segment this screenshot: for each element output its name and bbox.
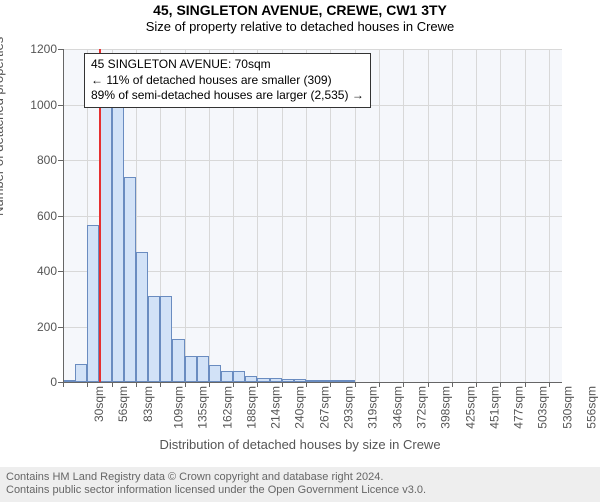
histogram-bar	[197, 356, 209, 382]
y-tick-label: 400	[37, 264, 63, 278]
x-tick-label: 109sqm	[172, 386, 186, 429]
x-tick-label: 477sqm	[512, 386, 526, 429]
grid-line	[452, 49, 453, 382]
x-tick-label: 83sqm	[141, 386, 155, 422]
histogram-bar	[172, 339, 184, 382]
x-tick-label: 135sqm	[196, 386, 210, 429]
histogram-bar	[160, 296, 172, 382]
x-tick-label: 188sqm	[245, 386, 259, 429]
chart-subtitle: Size of property relative to detached ho…	[0, 19, 600, 34]
y-tick-label: 1000	[30, 98, 63, 112]
y-tick-label: 800	[37, 153, 63, 167]
histogram-bar	[136, 252, 148, 382]
histogram-bar	[87, 225, 99, 382]
x-tick-label: 214sqm	[269, 386, 283, 429]
x-axis-line	[63, 382, 562, 383]
x-tick-label: 451sqm	[488, 386, 502, 429]
x-tick-label: 319sqm	[366, 386, 380, 429]
y-tick-label: 0	[50, 375, 63, 389]
info-line-2: ← 11% of detached houses are smaller (30…	[91, 73, 364, 89]
x-tick-label: 398sqm	[439, 386, 453, 429]
y-tick-label: 600	[37, 209, 63, 223]
y-tick-label: 200	[37, 320, 63, 334]
grid-line	[476, 49, 477, 382]
grid-line	[63, 160, 562, 161]
grid-line	[63, 216, 562, 217]
x-tick-label: 425sqm	[464, 386, 478, 429]
x-tick-label: 267sqm	[318, 386, 332, 429]
histogram-bar	[233, 371, 245, 382]
histogram-bar	[75, 364, 87, 382]
footer-line-1: Contains HM Land Registry data © Crown c…	[6, 471, 594, 485]
attribution-footer: Contains HM Land Registry data © Crown c…	[0, 467, 600, 502]
info-line-1: 45 SINGLETON AVENUE: 70sqm	[91, 57, 364, 73]
x-tick-label: 162sqm	[221, 386, 235, 429]
x-tick-label: 372sqm	[415, 386, 429, 429]
x-axis-label: Distribution of detached houses by size …	[0, 437, 600, 452]
grid-line	[500, 49, 501, 382]
histogram-bar	[185, 356, 197, 382]
footer-line-2: Contains public sector information licen…	[6, 484, 594, 498]
grid-line	[63, 49, 562, 50]
grid-line	[403, 49, 404, 382]
x-tick-label: 240sqm	[293, 386, 307, 429]
x-tick-label: 30sqm	[92, 386, 106, 422]
info-box: 45 SINGLETON AVENUE: 70sqm ← 11% of deta…	[84, 53, 371, 108]
histogram-bar	[209, 365, 221, 382]
grid-line	[525, 49, 526, 382]
histogram-bar	[112, 102, 124, 382]
y-axis-label: Number of detached properties	[0, 36, 6, 215]
histogram-bar	[99, 88, 111, 382]
chart-container: 45, SINGLETON AVENUE, CREWE, CW1 3TY Siz…	[0, 2, 600, 502]
x-tick-label: 346sqm	[391, 386, 405, 429]
grid-line	[428, 49, 429, 382]
info-line-3: 89% of semi-detached houses are larger (…	[91, 88, 364, 104]
grid-line	[549, 49, 550, 382]
grid-line	[379, 49, 380, 382]
y-axis-line	[63, 49, 64, 382]
histogram-bar	[148, 296, 160, 382]
y-tick-label: 1200	[30, 42, 63, 56]
x-tick-label: 530sqm	[561, 386, 575, 429]
x-tick-label: 293sqm	[342, 386, 356, 429]
chart-title: 45, SINGLETON AVENUE, CREWE, CW1 3TY	[0, 2, 600, 18]
x-tick-label: 56sqm	[116, 386, 130, 422]
histogram-bar	[221, 371, 233, 382]
histogram-bar	[124, 177, 136, 382]
x-tick-label: 556sqm	[585, 386, 599, 429]
x-tick-label: 503sqm	[536, 386, 550, 429]
